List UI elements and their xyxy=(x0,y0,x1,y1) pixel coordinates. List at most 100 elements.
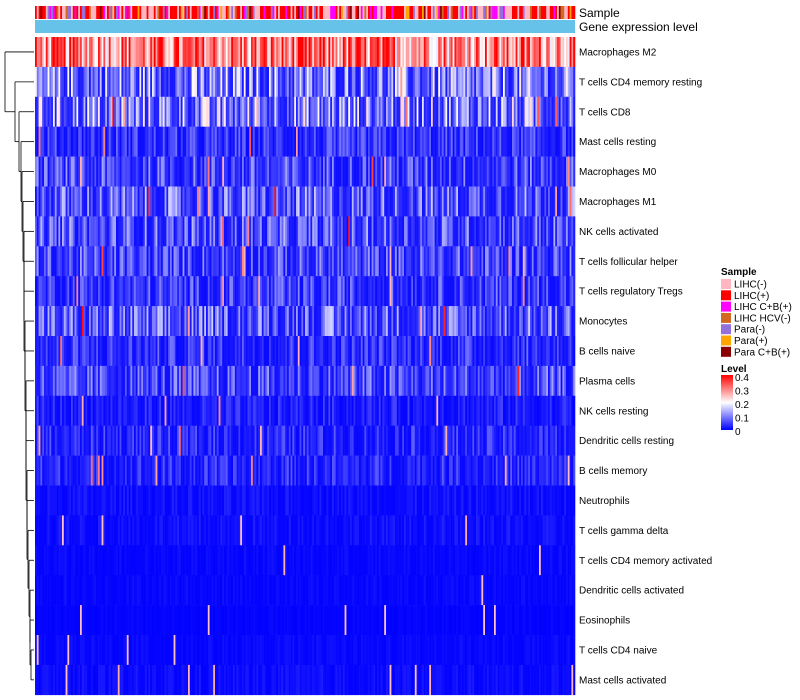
heatmap-cell xyxy=(200,96,203,127)
heatmap-cell xyxy=(409,306,412,337)
heatmap-cell xyxy=(362,37,365,68)
heatmap-cell xyxy=(495,96,498,127)
heatmap-cell xyxy=(112,96,115,127)
heatmap-cell xyxy=(459,455,462,486)
heatmap-cell xyxy=(87,455,90,486)
heatmap-cell xyxy=(152,96,155,127)
heatmap-cell xyxy=(557,395,560,426)
heatmap-cell xyxy=(540,455,543,486)
heatmap-cell xyxy=(274,96,277,127)
heatmap-cell xyxy=(567,126,570,157)
heatmap-cell xyxy=(206,306,209,337)
heatmap-cell xyxy=(171,485,174,516)
heatmap-cell xyxy=(441,216,444,247)
heatmap-cell xyxy=(564,126,567,157)
heatmap-cell xyxy=(202,425,205,456)
heatmap-cell xyxy=(94,395,97,426)
sample-annotation-cell xyxy=(447,6,450,19)
heatmap-cell xyxy=(346,37,349,68)
heatmap-cell xyxy=(501,246,504,277)
heatmap-cell xyxy=(92,455,95,486)
heatmap-cell xyxy=(202,186,205,217)
heatmap-cell xyxy=(526,455,529,486)
heatmap-cell xyxy=(468,276,471,307)
heatmap-cell xyxy=(76,126,79,157)
heatmap-cell xyxy=(175,365,178,397)
heatmap-cell xyxy=(560,216,563,247)
heatmap-cell xyxy=(468,246,471,277)
heatmap-cell xyxy=(510,37,513,68)
sample-annotation-cell xyxy=(258,6,261,19)
heatmap-cell xyxy=(182,126,185,157)
heatmap-cell xyxy=(332,156,335,187)
heatmap-cell xyxy=(317,66,320,98)
heatmap-cell xyxy=(443,66,446,98)
heatmap-cell xyxy=(333,336,336,367)
heatmap-cell xyxy=(164,455,167,486)
sample-annotation-cell xyxy=(186,6,189,19)
heatmap-cell xyxy=(157,66,160,98)
heatmap-cell xyxy=(305,425,308,456)
heatmap-cell xyxy=(517,246,520,277)
heatmap-cell xyxy=(287,276,290,307)
sample-annotation-cell xyxy=(65,6,68,19)
heatmap-cell xyxy=(535,336,538,367)
heatmap-cell xyxy=(206,186,209,217)
heatmap-cell xyxy=(369,37,372,68)
heatmap-cell xyxy=(555,425,558,456)
heatmap-cell xyxy=(375,216,378,247)
heatmap-cell xyxy=(78,455,81,486)
heatmap-cell xyxy=(62,365,65,397)
heatmap-cell xyxy=(222,66,225,98)
heatmap-cell xyxy=(504,365,507,397)
heatmap-cell xyxy=(283,216,286,247)
heatmap-cell xyxy=(400,186,403,217)
heatmap-cell xyxy=(207,216,210,247)
heatmap-cell xyxy=(186,365,189,397)
heatmap-cell xyxy=(227,156,230,187)
heatmap-cell xyxy=(490,156,493,187)
heatmap-cell xyxy=(110,156,113,187)
heatmap-cell xyxy=(333,246,336,277)
heatmap-cell xyxy=(369,276,372,307)
heatmap-cell xyxy=(495,455,498,486)
heatmap-cell xyxy=(283,276,286,307)
heatmap-cell xyxy=(306,276,309,307)
heatmap-cell xyxy=(517,336,520,367)
heatmap-cell xyxy=(51,66,54,98)
heatmap-cell xyxy=(449,37,452,68)
heatmap-cell xyxy=(326,336,329,367)
heatmap-cell xyxy=(110,425,113,456)
heatmap-cell xyxy=(292,156,295,187)
heatmap-cell xyxy=(443,455,446,486)
heatmap-cell xyxy=(467,425,470,456)
heatmap-cell xyxy=(87,96,90,127)
heatmap-cell xyxy=(389,455,392,486)
heatmap-cell xyxy=(198,216,201,247)
heatmap-cell xyxy=(321,455,324,486)
heatmap-cell xyxy=(254,186,257,217)
heatmap-cell xyxy=(78,216,81,247)
heatmap-cell xyxy=(468,306,471,337)
sample-annotation-cell xyxy=(422,6,425,19)
heatmap-cell xyxy=(182,455,185,486)
heatmap-cell xyxy=(135,66,138,98)
heatmap-cell xyxy=(175,66,178,98)
heatmap-cell xyxy=(389,96,392,127)
heatmap-cell xyxy=(204,425,207,456)
heatmap-cell xyxy=(573,37,576,68)
heatmap-cell xyxy=(537,156,540,187)
heatmap-cell xyxy=(459,96,462,127)
heatmap-cell xyxy=(220,216,223,247)
heatmap-cell xyxy=(72,425,75,456)
heatmap-row xyxy=(35,276,576,307)
heatmap-cell xyxy=(123,395,126,426)
heatmap-cell xyxy=(544,246,547,277)
heatmap-cell xyxy=(245,306,248,337)
heatmap-cell xyxy=(80,186,83,217)
heatmap-cell xyxy=(558,276,561,307)
heatmap-cell xyxy=(36,276,39,307)
heatmap-cell xyxy=(269,365,272,397)
heatmap-cell xyxy=(224,306,227,337)
heatmap-cell xyxy=(521,425,524,456)
